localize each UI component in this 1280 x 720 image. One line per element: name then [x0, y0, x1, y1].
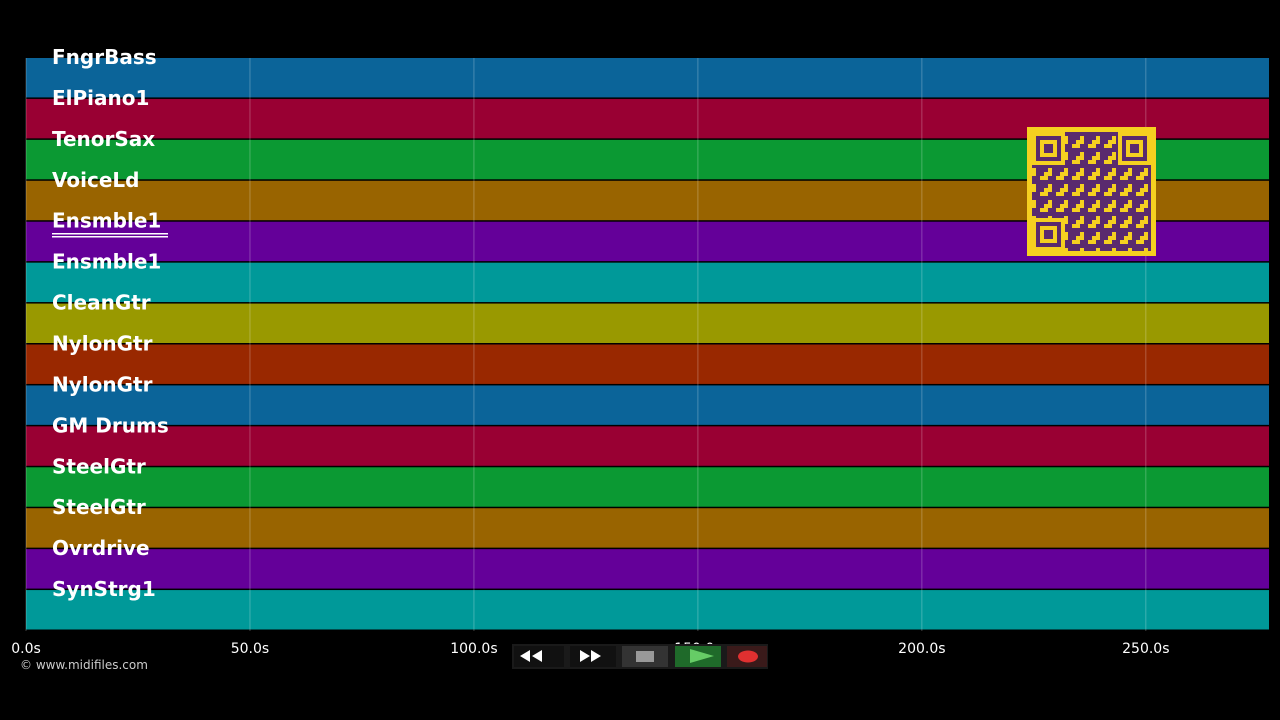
track-label[interactable]: SteelGtr [52, 495, 146, 519]
record-button[interactable] [727, 646, 767, 667]
track-label[interactable]: VoiceLd [52, 168, 139, 192]
x-tick-label: 100.0s [450, 641, 497, 657]
watermark: © www.midifiles.com [20, 658, 148, 672]
track-label[interactable]: FngrBass [52, 45, 157, 69]
track-band [26, 467, 1269, 507]
time-grid [25, 58, 1147, 631]
track-band [26, 303, 1269, 343]
track-label[interactable]: GM Drums [52, 413, 169, 437]
track-label[interactable]: TenorSax [52, 127, 155, 151]
track-band [26, 549, 1269, 589]
track-band [26, 385, 1269, 425]
track-band [26, 590, 1269, 630]
transport-controls [512, 644, 768, 669]
track-label[interactable]: SteelGtr [52, 454, 146, 478]
x-tick-label: 250.0s [1122, 641, 1169, 657]
x-tick-label: 200.0s [898, 641, 945, 657]
track-label[interactable]: Ovrdrive [52, 536, 150, 560]
forward-button[interactable] [570, 646, 616, 667]
track-band [26, 58, 1269, 98]
track-label[interactable]: NylonGtr [52, 332, 153, 356]
track-band [26, 344, 1269, 384]
track-label[interactable]: CleanGtr [52, 291, 151, 315]
track-labels: FngrBass ElPiano1 TenorSax VoiceLd Ensmble1 E… [52, 45, 169, 601]
play-button[interactable] [675, 646, 721, 667]
x-tick-label: 50.0s [231, 641, 269, 657]
track-label[interactable]: Ensmble1 [52, 250, 161, 274]
track-label[interactable]: Ensmble1 [52, 209, 161, 233]
track-label[interactable]: SynStrg1 [52, 577, 156, 601]
track-label[interactable]: NylonGtr [52, 372, 153, 396]
track-band [26, 426, 1269, 466]
track-band [26, 508, 1269, 548]
stop-button[interactable] [622, 646, 668, 667]
x-tick-label: 0.0s [11, 641, 41, 657]
track-label[interactable]: ElPiano1 [52, 86, 149, 110]
qr-code [1027, 127, 1156, 256]
rewind-button[interactable] [514, 646, 564, 667]
track-band [26, 262, 1269, 303]
